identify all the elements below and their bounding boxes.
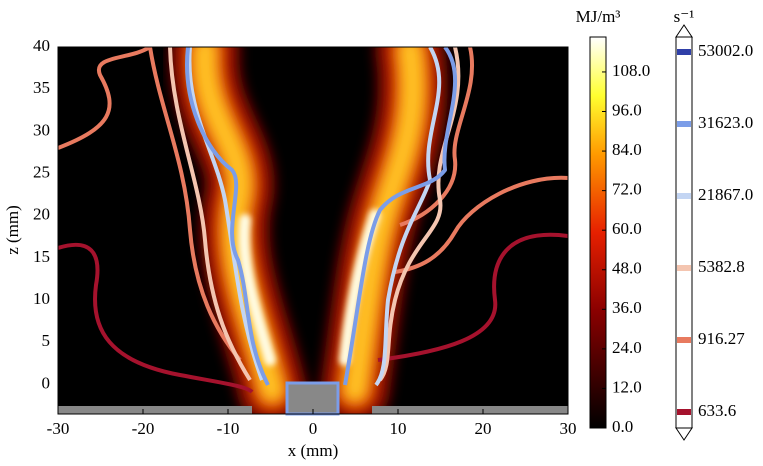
- x-tick-label: -10: [217, 419, 240, 438]
- y-tick-label: 15: [33, 247, 50, 266]
- y-tick-label: 5: [42, 331, 51, 350]
- y-tick-label: 25: [33, 162, 50, 181]
- y-tick-label: 40: [33, 36, 50, 55]
- level-bar-label: s⁻¹: [674, 7, 695, 26]
- x-tick-label: -20: [132, 419, 155, 438]
- y-tick-label: 10: [33, 289, 50, 308]
- colorbar-tick-label: 60.0: [612, 219, 642, 238]
- x-tick-label: 20: [475, 419, 492, 438]
- heat-field: [169, 47, 448, 414]
- nozzle: [58, 381, 568, 416]
- y-tick-label: 35: [33, 78, 50, 97]
- contour-line: [343, 47, 457, 386]
- level-label: 916.27: [698, 329, 745, 348]
- contour-line: [187, 47, 264, 381]
- level-label: 5382.8: [698, 257, 745, 276]
- y-axis-label: z (mm): [3, 205, 22, 255]
- colorbar-tick-label: 0.0: [612, 417, 633, 436]
- colorbar-tick-label: 24.0: [612, 338, 642, 357]
- contour-line: [58, 242, 254, 394]
- y-tick-label: 0: [42, 373, 51, 392]
- field-background: [58, 47, 568, 414]
- contour-line: [168, 47, 252, 382]
- level-label: 21867.0: [698, 185, 753, 204]
- level-label: 31623.0: [698, 113, 753, 132]
- heat-core: [238, 209, 381, 366]
- level-swatch: [677, 337, 691, 343]
- contour-line: [394, 175, 568, 274]
- colorbar-tick-label: 84.0: [612, 140, 642, 159]
- level-swatch: [677, 49, 691, 55]
- field: [58, 47, 568, 414]
- level-bar: [675, 36, 693, 429]
- y-tick-label: 30: [33, 120, 50, 139]
- colorbar-tick-label: 36.0: [612, 298, 642, 317]
- level-swatch: [677, 409, 691, 415]
- contour-line: [148, 47, 242, 362]
- x-axis-label: x (mm): [288, 441, 339, 460]
- contour-line: [185, 47, 270, 386]
- colorbar-label: MJ/m³: [576, 7, 621, 26]
- x-tick-label: 10: [390, 419, 407, 438]
- x-tick-label: -30: [47, 419, 70, 438]
- colorbar: [589, 36, 607, 429]
- level-label: 53002.0: [698, 41, 753, 60]
- level-swatch: [677, 265, 691, 271]
- level-swatch: [677, 121, 691, 127]
- x-tick-label: 30: [560, 419, 577, 438]
- contour-line: [374, 47, 442, 387]
- contours: [58, 47, 568, 394]
- x-tick-label: 0: [309, 419, 318, 438]
- colorbar-tick-label: 72.0: [612, 180, 642, 199]
- colorbar-tick-label: 108.0: [612, 61, 650, 80]
- level-swatch: [677, 193, 691, 199]
- level-label: 633.6: [698, 401, 736, 420]
- colorbar-tick-label: 12.0: [612, 377, 642, 396]
- y-tick-label: 20: [33, 205, 50, 224]
- colorbar-tick-label: 96.0: [612, 100, 642, 119]
- contour-line: [399, 47, 475, 227]
- contour-line: [58, 47, 152, 150]
- contour-line: [377, 232, 568, 362]
- colorbar-tick-label: 48.0: [612, 259, 642, 278]
